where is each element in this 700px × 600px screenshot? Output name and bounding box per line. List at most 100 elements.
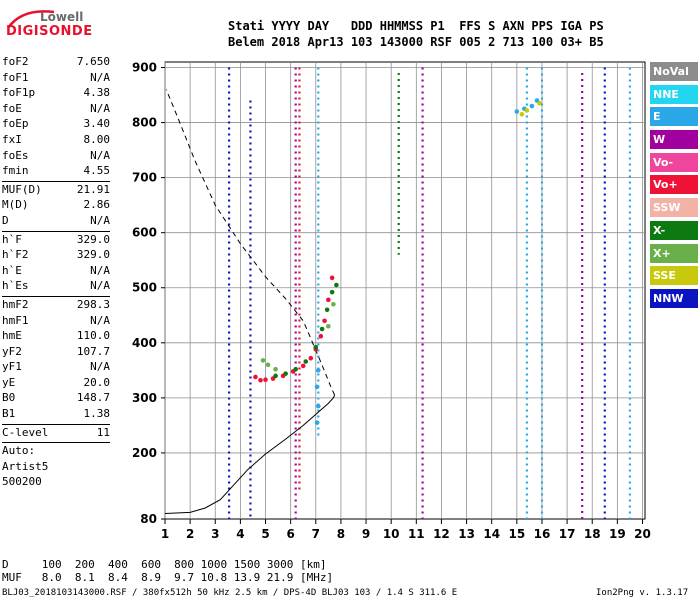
- footer-d-row: D 100 200 400 600 800 1000 1500 3000 [km…: [2, 558, 327, 571]
- echo-point: [263, 377, 268, 382]
- param-row: foF1 N/A: [2, 71, 110, 87]
- x-tick-label: 7: [312, 527, 320, 541]
- echo-point: [514, 109, 520, 114]
- echo-point: [265, 362, 271, 368]
- param-row: foF1p 4.38: [2, 86, 110, 102]
- x-tick-label: 10: [383, 527, 400, 541]
- param-value: 8.00: [83, 132, 111, 146]
- legend-entry: Vo-: [650, 152, 698, 172]
- x-tick-label: 18: [584, 527, 601, 541]
- y-tick-label: 700: [132, 171, 157, 185]
- param-name: h`F2: [2, 248, 29, 262]
- param-row: foF2 7.650: [2, 55, 110, 71]
- echo-point: [326, 297, 331, 303]
- param-value: 2.86: [83, 198, 111, 212]
- x-tick-label: 4: [236, 527, 244, 541]
- separator: [2, 180, 110, 182]
- echo-point: [326, 323, 331, 329]
- echo-point: [273, 373, 278, 379]
- y-tick-label: 500: [132, 281, 157, 295]
- y-tick-label: 200: [132, 446, 157, 460]
- param-value: N/A: [90, 279, 110, 293]
- x-tick-label: 5: [261, 527, 269, 541]
- param-row: MUF(D) 21.91: [2, 183, 110, 199]
- auto-line: 500200: [2, 475, 42, 489]
- x-tick-label: 11: [408, 527, 425, 541]
- param-name: hmE: [2, 329, 22, 343]
- param-row: B0 148.7: [2, 391, 110, 407]
- param-row: foEp 3.40: [2, 117, 110, 133]
- x-tick-label: 19: [609, 527, 626, 541]
- param-name: h`Es: [2, 279, 29, 293]
- legend-entry: X-: [650, 220, 698, 240]
- param-value: 329.0: [76, 248, 110, 262]
- echo-point: [537, 100, 542, 106]
- param-value: 110.0: [76, 329, 110, 343]
- param-row: yF2 107.7: [2, 345, 110, 361]
- param-value: N/A: [90, 70, 110, 84]
- param-value: 298.3: [76, 297, 110, 311]
- param-name: M(D): [2, 198, 29, 212]
- auto-line: Auto:: [2, 444, 36, 458]
- echo-point: [260, 358, 266, 363]
- param-value: 7.650: [76, 55, 110, 68]
- separator: [2, 295, 110, 297]
- logo-text-lowell: Lowell: [40, 10, 84, 24]
- param-row: h`F 329.0: [2, 233, 110, 249]
- density-profile-line: [164, 394, 336, 514]
- separator: [2, 230, 110, 232]
- param-name: C-level: [2, 425, 49, 439]
- param-name: foF1p: [2, 86, 36, 100]
- y-tick-label: 800: [132, 116, 157, 130]
- param-name: D: [2, 213, 9, 227]
- legend-entry: SSE: [650, 266, 698, 286]
- x-tick-label: 2: [186, 527, 194, 541]
- param-name: yF1: [2, 360, 22, 374]
- param-value: N/A: [90, 148, 110, 162]
- param-value: 11: [96, 425, 110, 439]
- echo-point: [315, 368, 321, 373]
- x-tick-label: 6: [286, 527, 294, 541]
- echo-point: [314, 384, 320, 390]
- param-value: 20.0: [83, 375, 111, 389]
- legend: NoVal NNE E W Vo- Vo+ SSW X- X+ SSE NNW: [650, 62, 698, 312]
- y-tick-label: 400: [132, 336, 157, 350]
- echo-point: [524, 108, 530, 113]
- param-name: h`F: [2, 232, 22, 246]
- logo-text-digisonde: DIGISONDE: [6, 24, 93, 39]
- param-value: 3.40: [83, 117, 111, 131]
- echo-point: [319, 326, 325, 332]
- auto-line: Artist5: [2, 459, 49, 473]
- param-row: foEs N/A: [2, 149, 110, 165]
- param-row: fxI 8.00: [2, 133, 110, 149]
- x-tick-label: 12: [433, 527, 450, 541]
- header-values: Belem 2018 Apr13 103 143000 RSF 005 2 71…: [228, 35, 604, 49]
- echo-point: [334, 282, 339, 288]
- ionogram-chart: 1 2 3 4 5 6 7 8 9 10 11 12 13 14 15 16 17 18 19 20802003004…: [132, 61, 651, 541]
- parameter-panel: foF2 7.650 foF1 N/A foF1p 4.38 foE N/A foEp 3.40 f…: [2, 55, 110, 491]
- x-tick-label: 9: [362, 527, 370, 541]
- param-value: N/A: [90, 213, 110, 227]
- param-name: hmF2: [2, 297, 29, 311]
- echo-point: [303, 359, 309, 364]
- echo-point: [519, 112, 525, 117]
- echo-point: [314, 420, 320, 425]
- param-name: fxI: [2, 132, 22, 146]
- param-name: foE: [2, 101, 22, 115]
- footer-version: Ion2Png v. 1.3.17: [596, 588, 689, 598]
- param-row: fmin 4.55: [2, 164, 110, 180]
- logo-swoosh: [6, 10, 55, 29]
- param-value: N/A: [90, 101, 110, 115]
- echo-point: [318, 333, 324, 339]
- x-tick-label: 15: [508, 527, 525, 541]
- echo-point: [324, 307, 330, 313]
- param-value: 148.7: [76, 391, 110, 405]
- echo-point: [258, 377, 263, 383]
- param-name: hmF1: [2, 313, 29, 327]
- y-tick-label: 80: [140, 512, 157, 526]
- x-tick-label: 13: [458, 527, 475, 541]
- param-row: hmF2 298.3: [2, 298, 110, 314]
- param-name: B0: [2, 391, 16, 405]
- y-tick-label: 300: [132, 391, 157, 405]
- x-tick-label: 17: [559, 527, 576, 541]
